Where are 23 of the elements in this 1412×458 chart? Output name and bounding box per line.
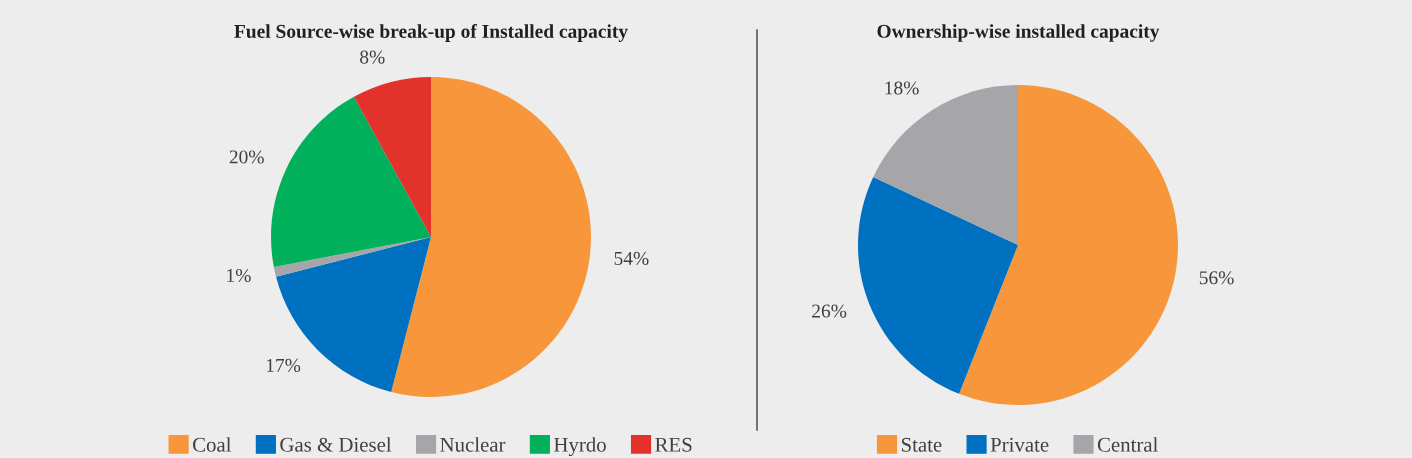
chart-title: Ownership-wise installed capacity bbox=[877, 24, 1160, 42]
data-label: 56% bbox=[1199, 271, 1234, 285]
legend-label: RES bbox=[655, 437, 692, 452]
legend-label: Nuclear bbox=[440, 437, 506, 452]
legend-label: Hyrdo bbox=[554, 437, 606, 457]
pie-slice bbox=[271, 96, 431, 267]
legend-label: Coal bbox=[193, 437, 232, 452]
data-label: 17% bbox=[266, 358, 301, 373]
pie-slice bbox=[858, 176, 1018, 394]
data-label: 54% bbox=[614, 251, 649, 265]
pie-slice bbox=[959, 85, 1178, 405]
chart-title: Fuel Source-wise break-up of Installed capacity bbox=[234, 24, 628, 42]
data-label: 20% bbox=[229, 150, 264, 164]
slice-label: State bbox=[901, 437, 942, 452]
legend-label: Central bbox=[1097, 437, 1158, 452]
data-label: 18% bbox=[885, 81, 919, 95]
data-label: 8% bbox=[360, 50, 385, 64]
pie-slice bbox=[391, 77, 591, 397]
data-label: 26% bbox=[812, 304, 847, 318]
data-label: 1% bbox=[227, 268, 251, 283]
legend-label: Gas & Diesel bbox=[280, 437, 392, 452]
legend-label: Private bbox=[990, 437, 1049, 452]
pie-slice bbox=[353, 77, 431, 237]
